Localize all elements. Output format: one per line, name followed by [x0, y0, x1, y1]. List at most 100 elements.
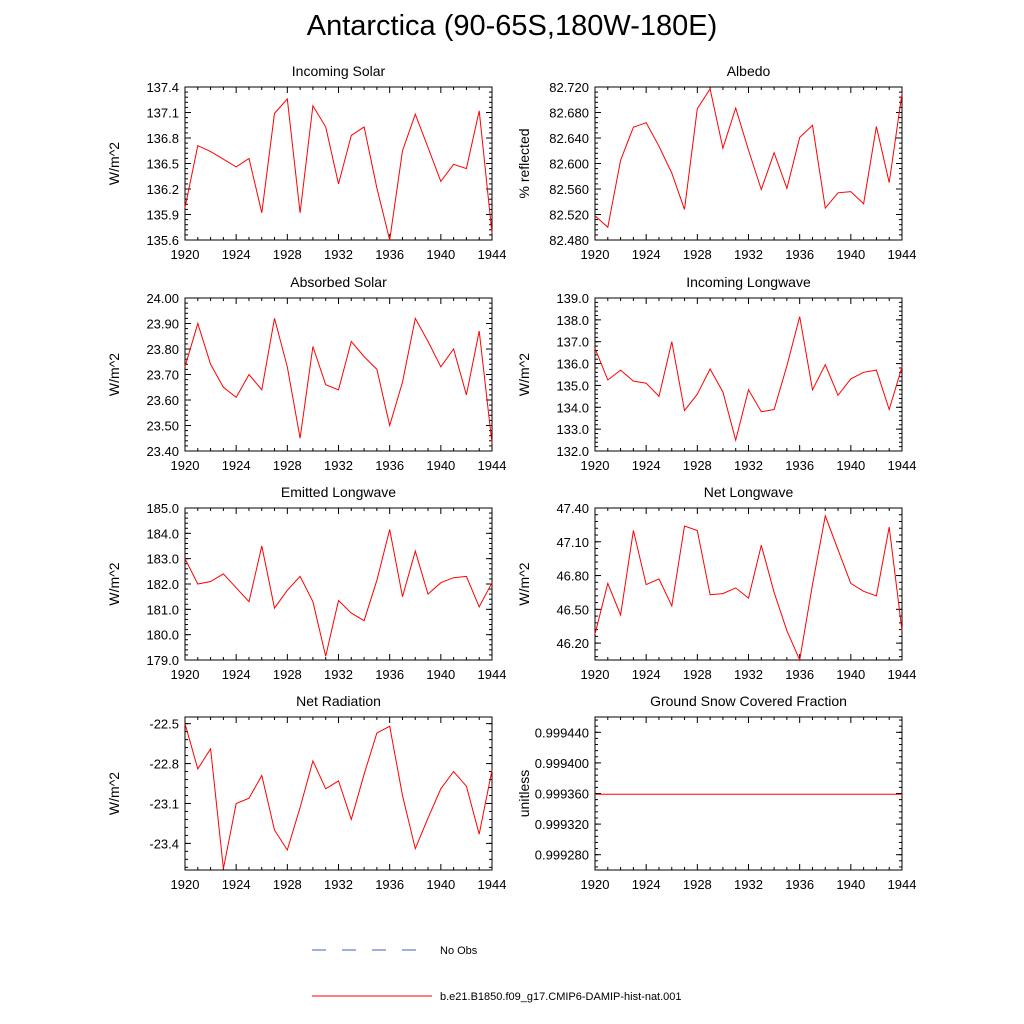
x-tick-label: 1920 [581, 877, 610, 892]
series-line [184, 97, 493, 241]
series-line [184, 316, 493, 444]
y-axis-label: W/m^2 [106, 353, 122, 396]
y-tick-label: 139.0 [556, 291, 589, 306]
y-tick-label: 23.40 [146, 444, 179, 459]
x-tick-label: 1924 [632, 247, 661, 262]
y-tick-label: 133.0 [556, 422, 589, 437]
y-tick-label: 136.5 [146, 157, 179, 172]
y-tick-label: 138.0 [556, 313, 589, 328]
y-tick-label: 82.680 [549, 106, 589, 121]
x-tick-label: 1920 [171, 458, 200, 473]
y-tick-label: 135.0 [556, 378, 589, 393]
x-tick-label: 1936 [785, 877, 814, 892]
x-tick-label: 1944 [478, 247, 507, 262]
x-tick-label: 1928 [683, 877, 712, 892]
x-tick-label: 1936 [785, 667, 814, 682]
x-tick-label: 1924 [632, 458, 661, 473]
x-tick-label: 1924 [222, 667, 251, 682]
panel-title: Emitted Longwave [281, 484, 396, 500]
x-tick-label: 1944 [478, 458, 507, 473]
panel-title: Incoming Solar [292, 63, 386, 79]
y-axis-label: W/m^2 [106, 772, 122, 815]
y-tick-label: 182.0 [146, 577, 179, 592]
y-tick-label: 135.9 [146, 208, 179, 223]
x-tick-label: 1940 [426, 667, 455, 682]
y-tick-label: 137.4 [146, 80, 179, 95]
panel-title: Albedo [727, 63, 771, 79]
y-tick-label: 82.720 [549, 80, 589, 95]
x-tick-label: 1932 [734, 458, 763, 473]
y-tick-label: 0.999440 [535, 725, 589, 740]
x-tick-label: 1920 [581, 458, 610, 473]
y-tick-label: 184.0 [146, 526, 179, 541]
x-tick-label: 1920 [171, 667, 200, 682]
x-tick-label: 1928 [683, 247, 712, 262]
y-tick-label: 181.0 [146, 602, 179, 617]
y-tick-label: 47.10 [556, 535, 589, 550]
x-tick-label: 1936 [785, 247, 814, 262]
x-tick-label: 1932 [734, 667, 763, 682]
series-line [184, 529, 493, 657]
y-tick-label: 136.0 [556, 357, 589, 372]
y-tick-label: 46.50 [556, 602, 589, 617]
panel-title: Net Longwave [704, 484, 794, 500]
x-tick-label: 1940 [836, 247, 865, 262]
y-tick-label: 23.50 [146, 419, 179, 434]
x-tick-label: 1932 [324, 877, 353, 892]
x-tick-label: 1932 [324, 247, 353, 262]
y-tick-label: -22.5 [149, 717, 179, 732]
x-tick-label: 1928 [683, 667, 712, 682]
x-tick-label: 1944 [888, 247, 917, 262]
x-tick-label: 1928 [273, 247, 302, 262]
y-tick-label: 185.0 [146, 501, 179, 516]
x-tick-label: 1928 [683, 458, 712, 473]
y-axis-label: % reflected [516, 128, 532, 198]
series-line [594, 514, 903, 662]
y-tick-label: -23.1 [149, 796, 179, 811]
y-tick-label: 46.80 [556, 569, 589, 584]
panel-2: Albedo % reflected 1920 1924 1928 1932 1936 194… [516, 63, 916, 262]
figure-title: Antarctica (90-65S,180W-180E) [306, 10, 718, 42]
y-tick-label: 82.520 [549, 208, 589, 223]
panel-7: Net Radiation W/m^2 1920 1924 1928 1932 1936 19… [106, 693, 506, 892]
y-tick-label: 0.999400 [535, 756, 589, 771]
x-tick-label: 1924 [632, 667, 661, 682]
x-tick-label: 1940 [836, 458, 865, 473]
y-tick-label: 179.0 [146, 653, 179, 668]
panel-title: Incoming Longwave [686, 274, 811, 290]
y-tick-label: 82.600 [549, 157, 589, 172]
x-tick-label: 1932 [734, 247, 763, 262]
y-axis-label: W/m^2 [106, 562, 122, 605]
x-tick-label: 1928 [273, 667, 302, 682]
y-tick-label: 46.20 [556, 636, 589, 651]
x-tick-label: 1944 [478, 877, 507, 892]
y-tick-label: -22.8 [149, 757, 179, 772]
panel-title: Ground Snow Covered Fraction [650, 693, 847, 709]
x-tick-label: 1944 [888, 667, 917, 682]
x-tick-label: 1920 [171, 247, 200, 262]
x-tick-label: 1936 [375, 458, 404, 473]
x-tick-label: 1932 [324, 458, 353, 473]
y-tick-label: 47.40 [556, 501, 589, 516]
panel-1: Incoming Solar W/m^2 1920 1924 1928 1932 1936 1… [106, 63, 506, 262]
x-tick-label: 1936 [375, 667, 404, 682]
y-tick-label: 0.999280 [535, 848, 589, 863]
legend-model-label: b.e21.B1850.f09_g17.CMIP6-DAMIP-hist-nat… [440, 991, 682, 1003]
y-axis-label: W/m^2 [516, 562, 532, 605]
x-tick-label: 1932 [324, 667, 353, 682]
legend-obs-label: No Obs [440, 945, 478, 957]
x-tick-label: 1940 [836, 877, 865, 892]
y-tick-label: -23.4 [149, 836, 179, 851]
x-tick-label: 1936 [375, 877, 404, 892]
y-tick-label: 82.640 [549, 131, 589, 146]
y-tick-label: 82.560 [549, 182, 589, 197]
y-tick-label: 135.6 [146, 233, 179, 248]
y-tick-label: 180.0 [146, 628, 179, 643]
y-tick-label: 137.1 [146, 106, 179, 121]
panel-title: Net Radiation [296, 693, 381, 709]
x-tick-label: 1940 [426, 458, 455, 473]
x-tick-label: 1920 [581, 667, 610, 682]
